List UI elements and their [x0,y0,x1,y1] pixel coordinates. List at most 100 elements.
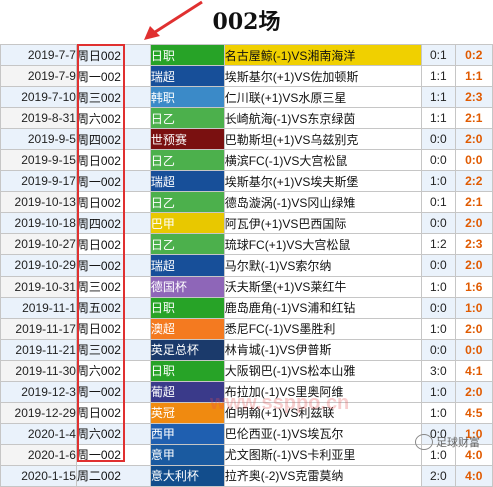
watermark: www.ssppo.cn [210,392,350,414]
result-cell: 4:1 [454,359,493,382]
score-cell: 1:0 [421,170,456,193]
league-cell: 巴甲 [149,212,225,235]
score-cell: 1:1 [421,65,456,88]
date-cell: 2019-10-27 [0,233,77,256]
results-table: 2019-7-7 周日002 日职 名古屋鲸(-1)VS湘南海洋 0:1 0:2 2019-… [0,43,493,487]
date-cell: 2020-1-15 [0,464,77,487]
table-row: 2019-11-1 周五002 日职 鹿岛鹿角(-1)VS浦和红钻 0:0 1:0 [0,296,493,319]
match-cell: 埃斯基尔(+1)VS佐加顿斯 [223,65,423,88]
league-cell: 日职 [149,359,225,382]
date-cell: 2020-1-6 [0,443,77,466]
table-row: 2019-11-21 周三002 英足总杯 林肯城(-1)VS伊普斯 0:0 0:0 [0,338,493,361]
date-cell: 2019-9-5 [0,128,77,151]
table-row: 2019-12-29 周日002 英冠 伯明翰(+1)VS利兹联 1:0 4:5 [0,401,493,424]
date-cell: 2019-11-30 [0,359,77,382]
date-cell: 2019-12-29 [0,401,77,424]
match-cell: 名古屋鲸(-1)VS湘南海洋 [223,43,423,67]
date-cell: 2019-10-18 [0,212,77,235]
result-cell: 2:3 [454,233,493,256]
result-cell: 4:0 [454,443,493,466]
result-cell: 0:0 [454,338,493,361]
date-cell: 2019-9-15 [0,149,77,172]
score-cell: 1:1 [421,86,456,109]
weekday-cell: 周四002 [75,128,151,151]
result-cell: 2:1 [454,107,493,130]
league-cell: 意甲 [149,443,225,466]
match-cell: 悉尼FC(-1)VS墨胜利 [223,317,423,340]
result-cell: 4:5 [454,401,493,424]
result-cell: 4:0 [454,464,493,487]
date-cell: 2019-11-1 [0,296,77,319]
score-cell: 0:0 [421,149,456,172]
score-cell: 3:0 [421,359,456,382]
result-cell: 2:2 [454,170,493,193]
result-cell: 1:0 [454,296,493,319]
table-row: 2019-8-31 周六002 日乙 长崎航海(-1)VS东京绿茵 1:1 2:1 [0,107,493,130]
match-cell: 鹿岛鹿角(-1)VS浦和红钻 [223,296,423,319]
table-row: 2019-9-17 周一002 瑞超 埃斯基尔(+1)VS埃夫斯堡 1:0 2:2 [0,170,493,193]
table-row: 2020-1-4 周六002 西甲 巴伦西亚(-1)VS埃瓦尔 0:0 1:0 [0,422,493,445]
league-cell: 西甲 [149,422,225,445]
result-cell: 0:2 [454,43,493,67]
table-row: 2019-7-9 周一002 瑞超 埃斯基尔(+1)VS佐加顿斯 1:1 1:1 [0,65,493,88]
date-cell: 2019-10-31 [0,275,77,298]
match-cell: 德岛漩涡(-1)VS冈山绿雉 [223,191,423,214]
weekday-cell: 周日002 [75,191,151,214]
league-cell: 韩职 [149,86,225,109]
table-row: 2019-11-17 周日002 澳超 悉尼FC(-1)VS墨胜利 1:0 2:0 [0,317,493,340]
match-cell: 阿瓦伊(+1)VS巴西国际 [223,212,423,235]
table-row: 2019-11-30 周六002 日职 大阪钢巴(-1)VS松本山雅 3:0 4:1 [0,359,493,382]
weekday-cell: 周六002 [75,107,151,130]
match-cell: 拉齐奥(-2)VS克雷莫纳 [223,464,423,487]
weekday-cell: 周三002 [75,86,151,109]
weekday-cell: 周一002 [75,65,151,88]
date-cell: 2019-7-7 [0,43,77,67]
match-cell: 巴勒斯坦(+1)VS乌兹别克 [223,128,423,151]
table-row: 2019-9-15 周日002 日乙 横滨FC(-1)VS大宫松鼠 0:0 0:0 [0,149,493,172]
league-cell: 日乙 [149,107,225,130]
result-cell: 1:6 [454,275,493,298]
weekday-cell: 周一002 [75,170,151,193]
page-title: 002场 [212,9,281,35]
table-row: 2020-1-15 周二002 意大利杯 拉齐奥(-2)VS克雷莫纳 2:0 4:0 [0,464,493,487]
date-cell: 2019-12-3 [0,380,77,403]
wechat-badge: 足球财富 [415,434,480,450]
table-row: 2019-10-31 周三002 德国杯 沃夫斯堡(+1)VS莱红牛 1:0 1:6 [0,275,493,298]
result-cell: 2:0 [454,254,493,277]
score-cell: 0:0 [421,128,456,151]
date-cell: 2019-11-21 [0,338,77,361]
score-cell: 0:1 [421,191,456,214]
date-cell: 2020-1-4 [0,422,77,445]
wechat-icon [415,434,433,450]
score-cell: 1:2 [421,233,456,256]
wechat-label: 足球财富 [436,437,480,449]
league-cell: 瑞超 [149,65,225,88]
weekday-cell: 周五002 [75,296,151,319]
score-cell: 1:0 [421,401,456,424]
score-cell: 0:0 [421,296,456,319]
league-cell: 澳超 [149,317,225,340]
result-cell: 2:0 [454,212,493,235]
weekday-cell: 周六002 [75,422,151,445]
league-cell: 意大利杯 [149,464,225,487]
league-cell: 日职 [149,43,225,67]
result-cell: 2:0 [454,128,493,151]
league-cell: 瑞超 [149,254,225,277]
result-cell: 0:0 [454,149,493,172]
table-row: 2019-7-7 周日002 日职 名古屋鲸(-1)VS湘南海洋 0:1 0:2 [0,43,493,67]
table-row: 2019-9-5 周四002 世预赛 巴勒斯坦(+1)VS乌兹别克 0:0 2:0 [0,128,493,151]
score-cell: 0:0 [421,422,456,445]
table-row: 2019-12-3 周一002 葡超 布拉加(-1)VS里奥阿维 1:0 2:0 [0,380,493,403]
score-cell: 0:0 [421,338,456,361]
result-cell: 2:3 [454,86,493,109]
match-cell: 伯明翰(+1)VS利兹联 [223,401,423,424]
league-cell: 日职 [149,296,225,319]
date-cell: 2019-8-31 [0,107,77,130]
score-cell: 2:0 [421,464,456,487]
date-cell: 2019-7-10 [0,86,77,109]
date-cell: 2019-10-29 [0,254,77,277]
result-cell: 2:1 [454,191,493,214]
result-cell: 2:0 [454,380,493,403]
weekday-cell: 周三002 [75,338,151,361]
result-cell: 2:0 [454,317,493,340]
